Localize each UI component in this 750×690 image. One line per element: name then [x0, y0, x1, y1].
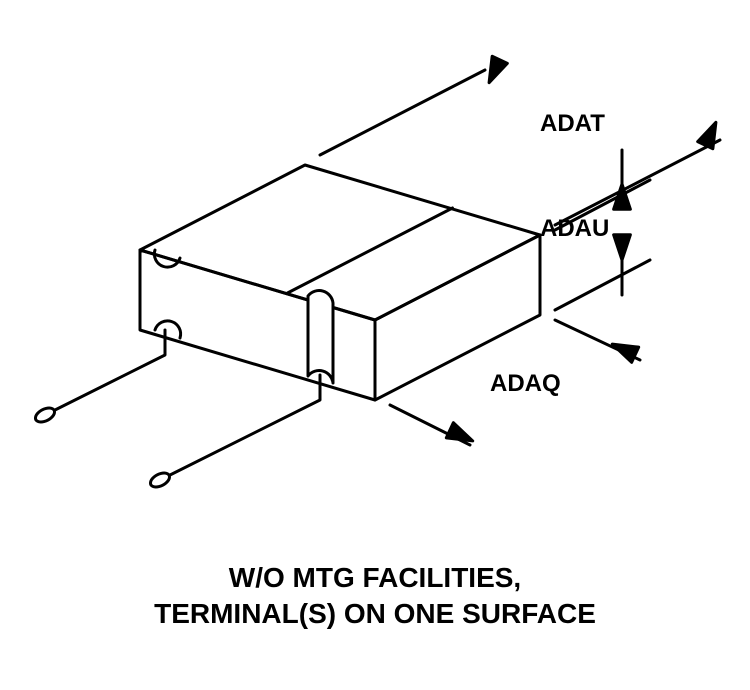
caption-line-1: W/O MTG FACILITIES,: [0, 560, 750, 596]
dim-label-adat: ADAT: [540, 110, 605, 138]
dim-label-adau: ADAU: [540, 215, 609, 243]
caption-line-2: TERMINAL(S) ON ONE SURFACE: [0, 596, 750, 632]
caption: W/O MTG FACILITIES, TERMINAL(S) ON ONE S…: [0, 560, 750, 633]
dim-label-adaq: ADAQ: [490, 370, 561, 398]
